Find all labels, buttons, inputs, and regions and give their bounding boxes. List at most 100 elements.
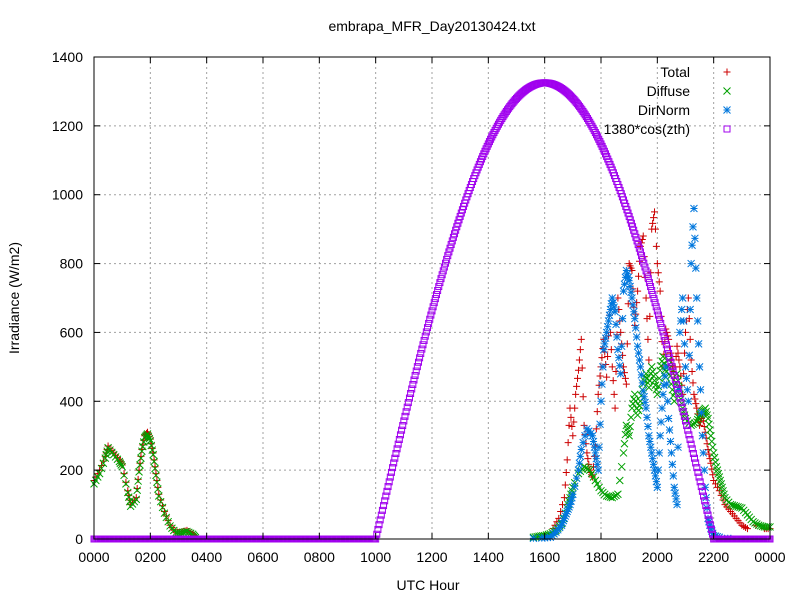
data-point [619, 287, 628, 295]
series-2 [529, 204, 732, 543]
data-point [620, 439, 629, 448]
data-point [642, 404, 650, 413]
data-point [437, 275, 445, 283]
data-point [483, 142, 491, 150]
data-point [667, 358, 675, 366]
data-point [653, 483, 662, 492]
data-point [160, 509, 169, 518]
data-point [487, 135, 495, 143]
data-point [594, 390, 602, 398]
data-point [688, 367, 696, 375]
data-point [575, 356, 583, 364]
data-point [419, 341, 427, 349]
data-point [572, 474, 581, 483]
data-point [601, 334, 610, 343]
data-point [622, 266, 631, 275]
data-point [592, 425, 600, 433]
data-point [625, 276, 634, 285]
data-point [138, 442, 147, 451]
data-point [414, 358, 422, 366]
data-point [635, 356, 644, 364]
data-point [692, 459, 700, 467]
data-point [639, 255, 647, 263]
data-point [151, 464, 159, 473]
x-tick-label: 1400 [473, 549, 504, 565]
data-point [691, 234, 699, 243]
y-axis-label: Irradiance (W/m2) [6, 242, 22, 354]
data-point [610, 303, 618, 312]
data-point [647, 269, 655, 277]
data-point [682, 417, 689, 425]
chart-title: embrapa_MFR_Day20130424.txt [328, 18, 535, 34]
data-point [669, 472, 678, 480]
data-point [664, 414, 673, 423]
x-tick-label: 0000 [754, 549, 785, 565]
data-point [629, 301, 637, 309]
data-point [702, 502, 710, 510]
data-point [596, 420, 604, 429]
data-point [566, 500, 574, 509]
data-point [650, 376, 659, 385]
data-point [604, 317, 613, 325]
data-point [610, 390, 618, 398]
data-point [647, 283, 655, 291]
data-point [571, 404, 579, 412]
data-point [143, 430, 152, 438]
data-point [568, 423, 576, 431]
y-tick-label: 400 [60, 393, 84, 409]
data-point [122, 480, 130, 488]
data-point [588, 431, 597, 440]
data-point [377, 511, 385, 519]
data-point [561, 481, 569, 489]
data-point [591, 129, 599, 137]
legend-label: Total [660, 64, 690, 80]
data-point [640, 259, 648, 267]
data-point [562, 468, 570, 476]
data-point [624, 300, 632, 308]
data-point [99, 459, 108, 468]
data-point [394, 440, 402, 448]
data-point [425, 319, 433, 327]
data-point [687, 440, 695, 448]
data-point [408, 385, 416, 393]
data-point [439, 267, 447, 275]
data-point [691, 454, 699, 462]
data-point [577, 445, 586, 454]
x-tick-label: 1000 [360, 549, 391, 565]
data-point [680, 412, 688, 420]
data-point [529, 534, 538, 543]
data-point [433, 291, 441, 299]
data-point [674, 385, 682, 393]
data-point [631, 323, 640, 332]
data-point [393, 445, 401, 453]
data-point [646, 443, 655, 452]
data-point [611, 307, 619, 316]
data-point [657, 319, 665, 327]
data-point [183, 527, 191, 536]
data-point [413, 363, 421, 371]
data-point [655, 449, 664, 457]
data-point [676, 394, 684, 402]
data-point [632, 333, 641, 341]
data-point [683, 385, 692, 394]
data-point [665, 349, 673, 357]
data-point [659, 390, 667, 399]
data-point [574, 366, 582, 374]
data-point [695, 473, 703, 481]
data-point [693, 415, 702, 424]
data-point [663, 397, 672, 406]
data-point [614, 353, 623, 362]
data-point [144, 432, 153, 441]
data-point [562, 509, 571, 518]
data-point [660, 350, 668, 358]
data-point [482, 145, 490, 153]
data-point [602, 328, 611, 337]
data-point [700, 492, 708, 500]
data-point [605, 311, 614, 320]
data-point [417, 349, 425, 357]
data-point [670, 372, 678, 380]
data-point [428, 307, 436, 315]
data-point [643, 413, 651, 422]
data-point [679, 317, 688, 325]
